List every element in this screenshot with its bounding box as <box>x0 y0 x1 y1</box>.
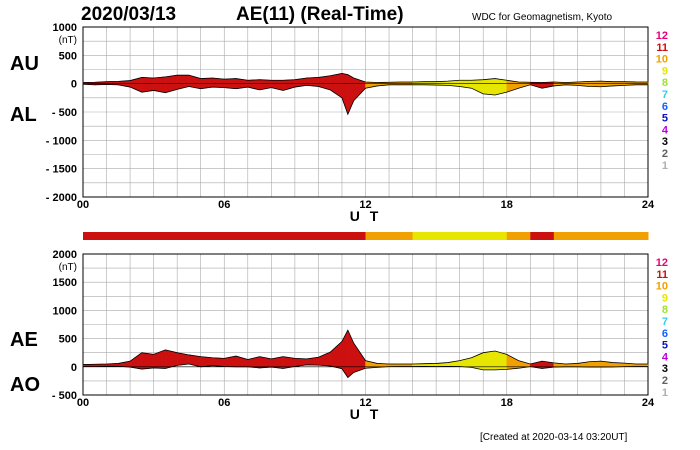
au-al-au-line <box>82 73 648 83</box>
created-timestamp: [Created at 2020-03-14 03:20UT] <box>480 432 628 443</box>
y-unit-label: (nT) <box>59 35 77 46</box>
ae-ao-fill-segment <box>200 356 213 368</box>
y-unit-label: (nT) <box>59 262 77 273</box>
level-scale-label: 3 <box>662 363 668 375</box>
level-scale-label: 3 <box>662 136 668 148</box>
date-title: 2020/03/13 <box>81 4 177 25</box>
level-scale-label: 2 <box>662 148 668 160</box>
level-scale-label: 9 <box>662 292 668 304</box>
y-tick-label: - 2000 <box>46 192 77 204</box>
level-scale-label: 10 <box>656 54 668 66</box>
activity-level-bar <box>83 232 649 240</box>
x-axis-label: U T <box>350 406 382 422</box>
au-al-al-line <box>82 83 648 116</box>
level-scale-label: 4 <box>662 124 669 136</box>
x-tick-label: 00 <box>77 199 89 211</box>
activity-bar-segment <box>600 232 649 240</box>
y-tick-label: - 500 <box>52 107 77 119</box>
activity-bar-segment <box>224 232 272 240</box>
x-tick-label: 18 <box>501 199 513 211</box>
level-scale-label: 8 <box>662 304 668 316</box>
level-scale-label: 1 <box>662 160 668 172</box>
level-scale-label: 2 <box>662 375 668 387</box>
y-tick-label: 2000 <box>53 249 77 261</box>
level-scale-label: 12 <box>656 257 668 269</box>
plot-frame <box>82 253 649 396</box>
au-al-fill-segment <box>471 79 484 95</box>
level-scale-label: 1 <box>662 387 668 399</box>
level-scale-label: 5 <box>662 113 668 125</box>
y-tick-label: 1000 <box>53 22 77 34</box>
level-scale-label: 6 <box>662 328 668 340</box>
level-scale-label: 12 <box>656 30 668 42</box>
level-scale-label: 9 <box>662 65 668 77</box>
series-label-au: AU <box>10 53 39 75</box>
x-tick-label: 12 <box>359 199 371 211</box>
activity-bar-segment <box>506 232 531 240</box>
y-tick-label: 500 <box>59 334 77 346</box>
series-label-ao: AO <box>10 374 40 396</box>
au-al-panel: 1000 500 0 - 500 - 1000 - 1500 - 2000 (nT) 00 06 1… <box>10 22 669 224</box>
activity-bar-segment <box>553 232 602 240</box>
activity-bar-segment <box>130 232 178 240</box>
level-scale-label: 7 <box>662 316 668 328</box>
level-scale-label: 10 <box>656 281 668 293</box>
au-al-fill-segment <box>318 75 331 91</box>
level-scale-label: 7 <box>662 89 668 101</box>
y-tick-label: - 500 <box>52 390 77 402</box>
au-al-fill-segment <box>212 77 225 88</box>
activity-bar-segment <box>318 232 366 240</box>
y-tick-label: 1500 <box>53 277 77 289</box>
activity-bar-segment <box>389 232 414 240</box>
au-al-fill-segment <box>153 76 166 93</box>
x-axis-label: U T <box>350 208 382 224</box>
activity-bar-segment <box>412 232 461 240</box>
level-scale-label: 11 <box>656 269 668 281</box>
activity-bar-segment <box>530 232 555 240</box>
y-tick-label: - 1500 <box>46 164 77 176</box>
source-label: WDC for Geomagnetism, Kyoto <box>472 12 613 23</box>
level-scale-label: 11 <box>656 42 668 54</box>
activity-bar-segment <box>365 232 390 240</box>
x-tick-label: 24 <box>642 397 655 409</box>
activity-bar-segment <box>83 232 131 240</box>
y-tick-label: 0 <box>71 79 77 91</box>
plot-frame <box>82 26 649 198</box>
ae-ao-fill-segment <box>588 360 602 368</box>
level-scale-label: 4 <box>662 351 669 363</box>
au-al-fill-segment <box>483 78 496 96</box>
x-tick-label: 24 <box>642 199 655 211</box>
x-tick-label: 06 <box>218 199 230 211</box>
au-al-fill-segment <box>341 73 349 115</box>
x-tick-label: 18 <box>501 397 513 409</box>
y-tick-label: - 1000 <box>46 135 77 147</box>
level-scale-label: 8 <box>662 77 668 89</box>
activity-bar-segment <box>459 232 508 240</box>
ae-ao-fill-segment <box>212 357 225 367</box>
y-tick-label: 0 <box>71 362 77 374</box>
x-tick-label: 00 <box>77 397 89 409</box>
y-tick-label: 1000 <box>53 305 77 317</box>
chart-title: AE(11) (Real-Time) <box>236 4 404 25</box>
x-tick-label: 06 <box>218 397 230 409</box>
x-tick-label: 12 <box>359 397 371 409</box>
level-scale-label: 6 <box>662 101 668 113</box>
ae-ao-ao-line <box>82 363 648 379</box>
ae-ao-fill-segment <box>318 351 331 367</box>
au-al-fill-segment <box>141 77 154 93</box>
series-label-al: AL <box>10 104 37 126</box>
level-scale-label: 5 <box>662 340 668 352</box>
ae-ao-fill-segment <box>329 340 343 370</box>
activity-bar-segment <box>271 232 319 240</box>
series-label-ae: AE <box>10 329 38 351</box>
activity-bar-segment <box>177 232 225 240</box>
y-tick-label: 500 <box>59 50 77 62</box>
ae-ao-ae-line <box>82 329 648 365</box>
